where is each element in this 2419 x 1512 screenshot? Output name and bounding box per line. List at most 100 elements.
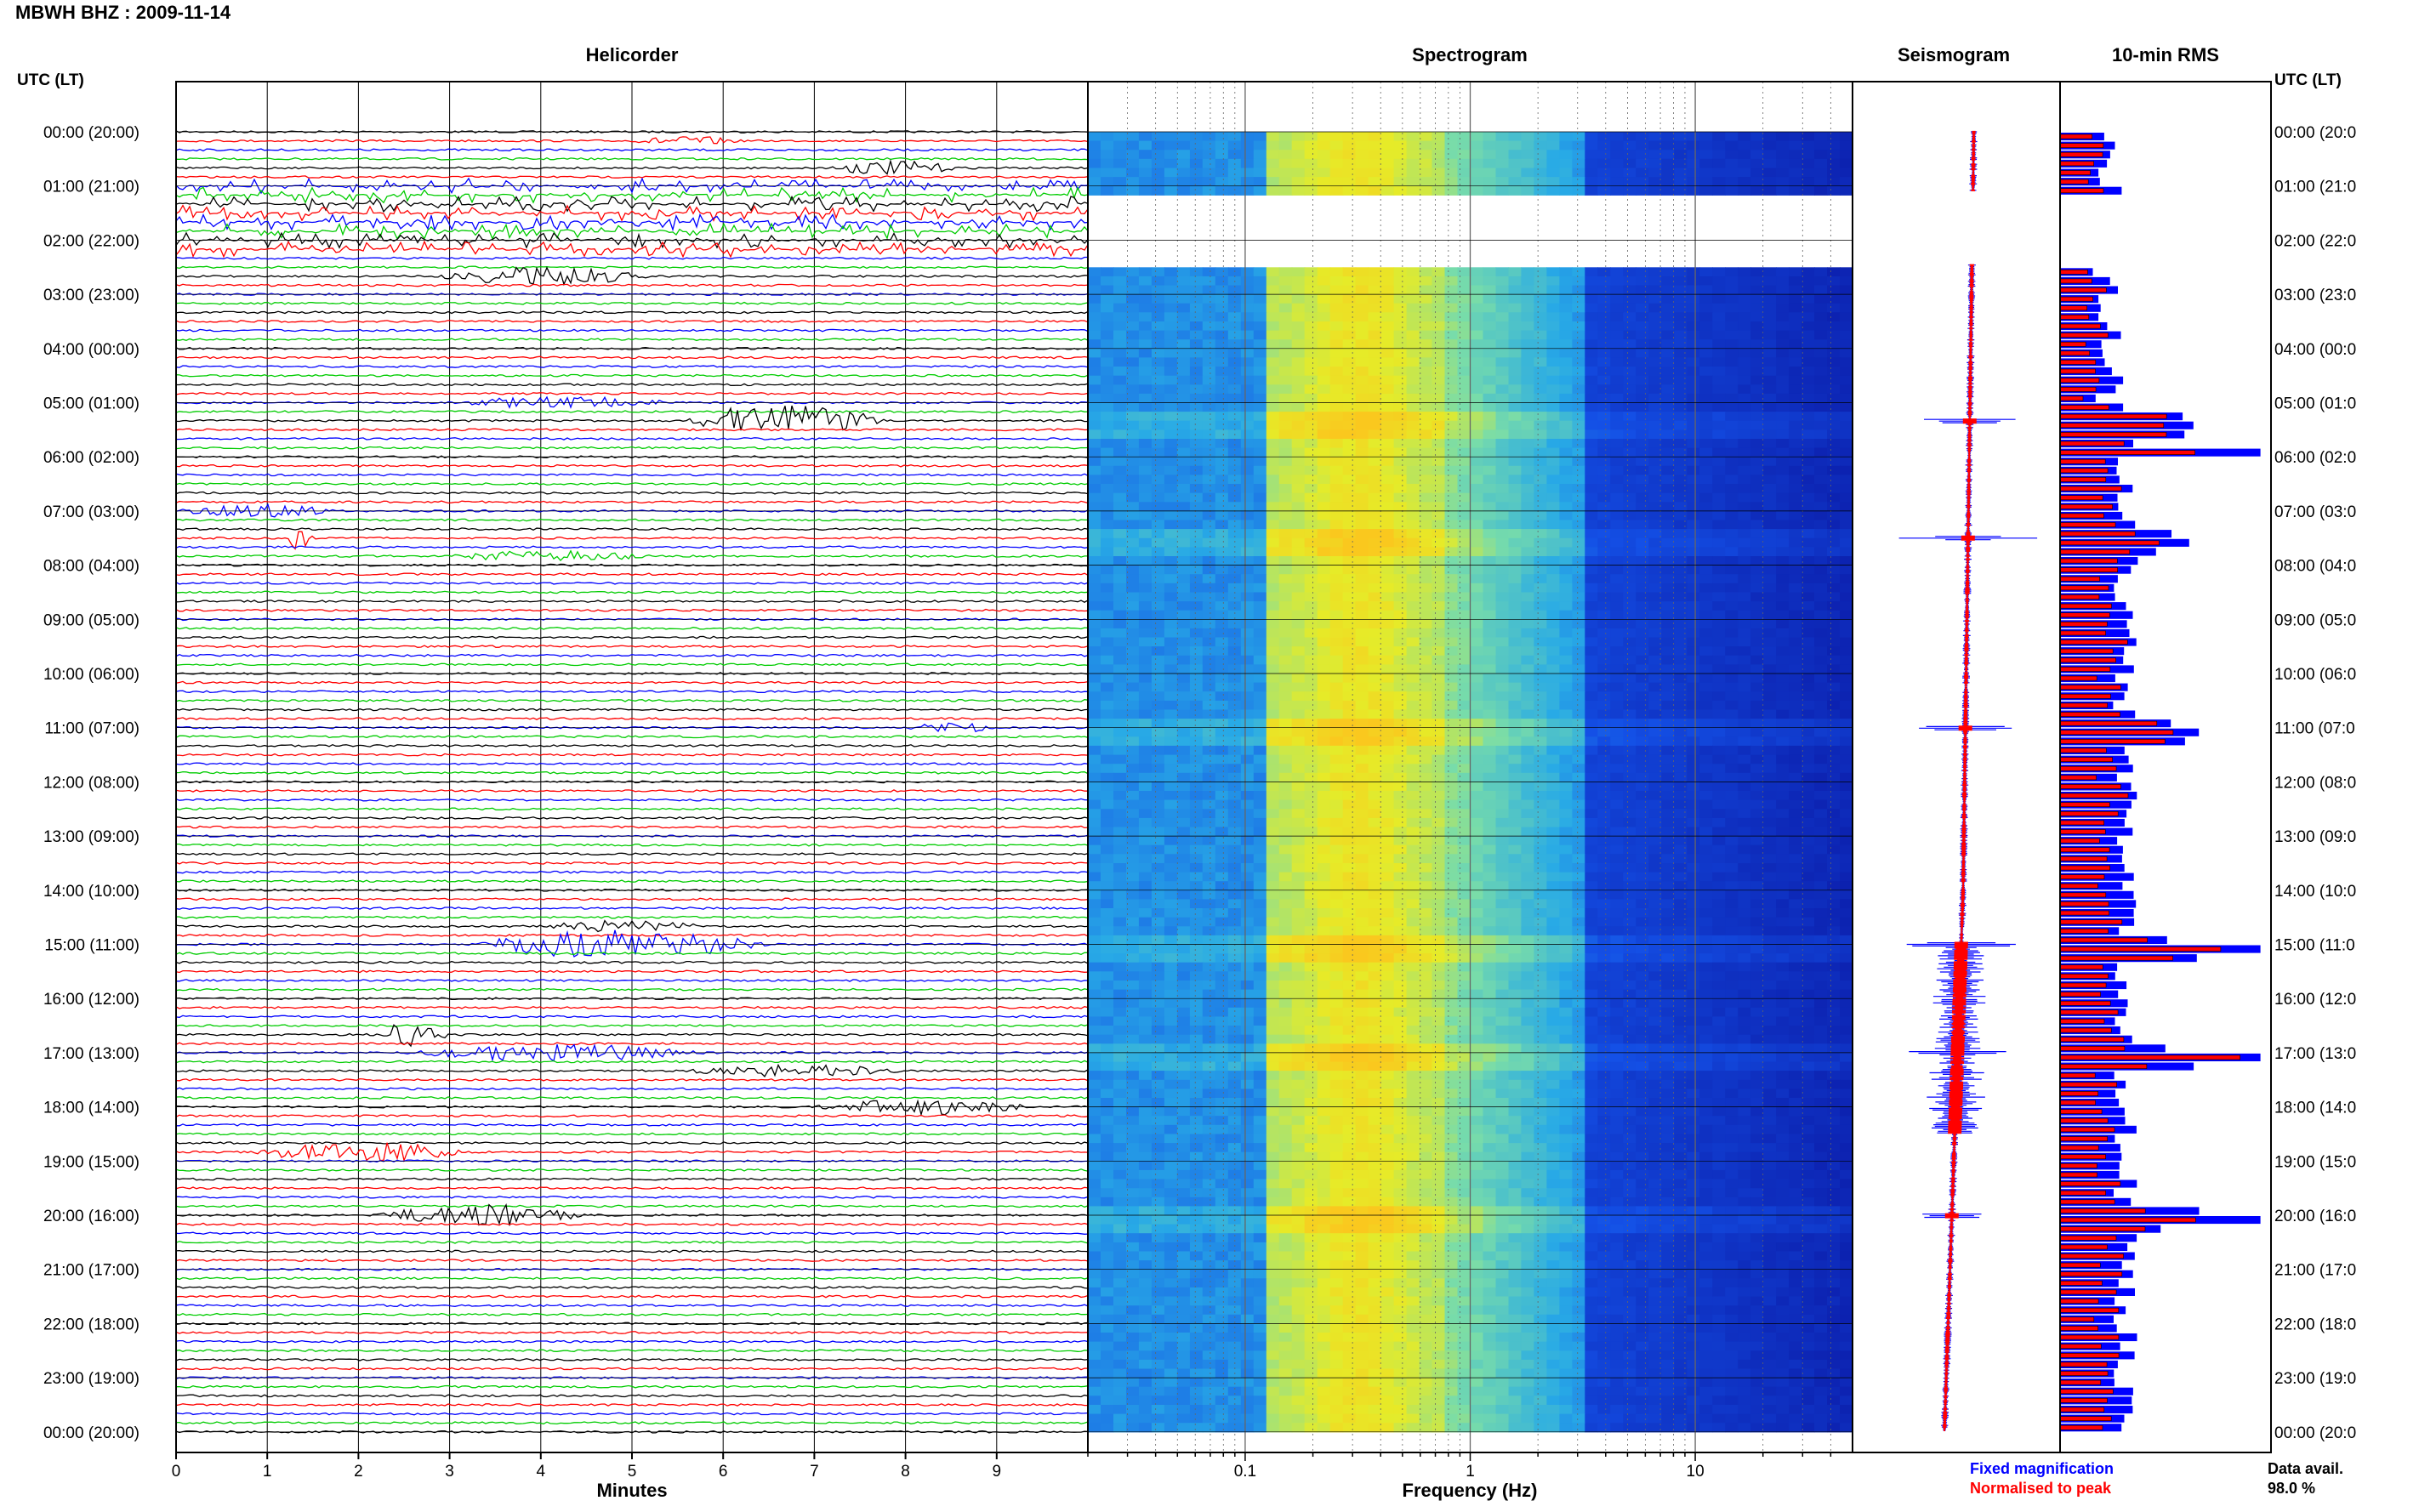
spectrogram-cell [1101,583,1114,593]
spectrogram-cell [1355,185,1369,196]
spectrogram-cell [1202,556,1216,566]
spectrogram-cell [1304,439,1318,449]
spectrogram-cell [1750,384,1764,395]
spectrogram-cell [1355,691,1369,702]
spectrogram-cell [1840,736,1853,747]
spectrogram-cell [1202,709,1216,719]
spectrogram-cell [1304,168,1318,178]
spectrogram-cell [1597,185,1611,196]
spectrogram-cell [1189,556,1204,566]
spectrogram-cell [1151,700,1165,711]
spectrogram-cell [1253,736,1267,747]
spectrogram-cell [1648,457,1662,467]
spectrogram-cell [1457,537,1471,548]
spectrogram-cell [1470,881,1484,891]
spectrogram-cell [1227,682,1242,692]
spectrogram-cell [1368,348,1382,358]
spectrogram-cell [1789,402,1802,412]
spectrogram-cell [1776,348,1790,358]
spectrogram-cell [1393,321,1408,332]
spectrogram-cell [1597,285,1611,295]
spectrogram-cell [1814,844,1828,855]
spectrogram-cell [1725,429,1739,440]
spectrogram-cell [1088,727,1101,737]
spectrogram-cell [1431,168,1446,178]
spectrogram-cell [1431,764,1446,774]
spectrogram-cell [1648,556,1662,566]
helicorder-trace [175,1294,1089,1299]
spectrogram-cell [1126,890,1140,900]
spectrogram-cell [1240,150,1255,160]
spectrogram-cell [1138,682,1153,692]
spectrogram-cell [1368,556,1382,566]
spectrogram-cell [1661,537,1675,548]
spectrogram-cell [1687,537,1700,548]
spectrogram-cell [1534,709,1547,719]
spectrogram-cell [1126,168,1140,178]
spectrogram-cell [1355,754,1369,765]
spectrogram-cell [1508,782,1523,792]
spectrogram-cell [1266,393,1280,404]
spectrogram-cell [1636,664,1649,674]
spectrogram-cell [1610,132,1624,142]
spectrogram-cell [1508,168,1523,178]
helicorder-traces [175,130,1089,1434]
spectrogram-cell [1840,140,1853,151]
spectrogram-cell [1088,565,1101,575]
spectrogram-cell [1164,132,1178,142]
spectrogram-cell [1368,384,1382,395]
spectrogram-cell [1789,745,1802,756]
spectrogram-cell [1572,321,1585,332]
spectrogram-cell [1189,844,1204,855]
spectrogram-cell [1750,799,1764,810]
spectrogram-cell [1738,556,1751,566]
spectrogram-cell [1610,412,1624,422]
spectrogram-cell [1725,475,1739,485]
spectrogram-cell [1342,312,1357,322]
helicorder-trace [175,1304,1089,1308]
spectrogram-cell [1648,285,1662,295]
spectrogram-cell [1712,863,1726,873]
spectrogram-cell [1266,682,1280,692]
spectrogram-cell [1355,719,1369,729]
spectrogram-cell [1406,736,1420,747]
spectrogram-cell [1521,420,1534,430]
spectrogram-cell [1088,412,1101,422]
helicorder-trace [175,1240,1089,1244]
spectrogram-cell [1189,439,1204,449]
spectrogram-cell [1699,809,1713,819]
spectrogram-cell [1674,565,1688,575]
spectrogram-cell [1406,646,1420,657]
spectrogram-cell [1674,475,1688,485]
spectrogram-cell [1457,863,1471,873]
spectrogram-cell [1138,745,1153,756]
spectrogram-cell [1444,510,1459,521]
spectrogram-cell [1227,185,1242,196]
spectrogram-cell [1495,809,1510,819]
spectrogram-cell [1610,465,1624,475]
spectrogram-cell [1113,637,1127,647]
spectrogram-cell [1240,185,1255,196]
spectrogram-cell [1801,574,1815,584]
spectrogram-cell [1138,457,1153,467]
spectrogram-cell [1572,502,1585,512]
spectrogram-cell [1508,764,1523,774]
spectrogram-cell [1712,764,1726,774]
spectrogram-cell [1444,754,1459,765]
spectrogram-cell [1483,267,1497,277]
spectrogram-cell [1840,772,1853,782]
spectrogram-cell [1329,330,1344,340]
spectrogram-cell [1840,899,1853,909]
spectrogram-cell [1457,745,1471,756]
spectrogram-cell [1164,537,1178,548]
spectrogram-cell [1801,330,1815,340]
spectrogram-cell [1113,185,1127,196]
spectrogram-cell [1088,754,1101,765]
spectrogram-cell [1814,429,1828,440]
spectrogram-cell [1227,520,1242,530]
spectrogram-cell [1329,574,1344,584]
spectrogram-cell [1151,691,1165,702]
spectrogram-cell [1176,384,1191,395]
spectrogram-cell [1419,303,1433,313]
spectrogram-cell [1457,664,1471,674]
